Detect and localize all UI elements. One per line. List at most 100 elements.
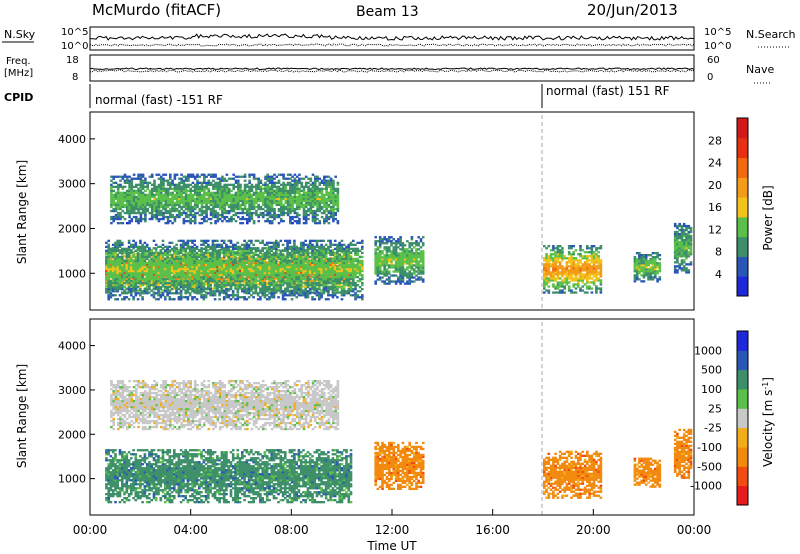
scatter-cell xyxy=(213,269,217,273)
scatter-cell xyxy=(322,253,326,257)
scatter-cell xyxy=(265,253,269,257)
scatter-cell xyxy=(320,253,323,257)
scatter-cell xyxy=(164,211,168,215)
scatter-cell xyxy=(191,189,195,192)
scatter-cell xyxy=(297,282,301,285)
scatter-cell xyxy=(295,290,298,293)
scatter-cell xyxy=(189,207,192,211)
scatter-cell xyxy=(107,261,110,265)
scatter-cell xyxy=(193,199,197,203)
scatter-cell xyxy=(318,275,321,278)
scatter-cell xyxy=(261,265,264,269)
scatter-cell xyxy=(128,220,131,223)
scatter-cell xyxy=(306,294,310,297)
scatter-cell xyxy=(126,203,129,207)
scatter-cell xyxy=(159,278,163,281)
scatter-cell xyxy=(128,205,131,209)
scatter-cell xyxy=(254,269,258,273)
scatter-cell xyxy=(196,205,199,209)
scatter-cell xyxy=(243,298,246,301)
scatter-cell xyxy=(279,291,283,294)
scatter-cell xyxy=(157,203,161,207)
scatter-cell xyxy=(216,261,219,265)
scatter-cell xyxy=(277,267,280,271)
scatter-cell xyxy=(136,273,140,277)
scatter-cell xyxy=(116,191,120,194)
scatter-cell xyxy=(327,286,330,289)
scatter-cell xyxy=(306,255,310,259)
scatter-cell xyxy=(164,187,168,190)
scatter-cell xyxy=(132,271,135,275)
scatter-cell xyxy=(118,276,122,279)
scatter-cell xyxy=(245,282,249,285)
scatter-cell xyxy=(123,263,126,267)
scatter-cell xyxy=(302,285,305,288)
scatter-cell xyxy=(281,296,285,299)
scatter-cell xyxy=(256,280,260,283)
scatter-cell xyxy=(241,290,244,293)
scatter-cell xyxy=(180,191,183,194)
scatter-cell xyxy=(331,267,335,271)
scatter-cell xyxy=(286,243,289,246)
scatter-cell xyxy=(111,263,115,267)
scatter-cell xyxy=(169,203,172,207)
scatter-cell xyxy=(318,286,321,289)
scatter-cell xyxy=(250,239,253,242)
scatter-cell xyxy=(119,179,122,182)
scatter-cell xyxy=(286,253,289,257)
scatter-cell xyxy=(169,181,172,184)
scatter-cell xyxy=(213,282,217,285)
scatter-cell xyxy=(324,267,328,271)
scatter-cell xyxy=(313,263,317,266)
scatter-cell xyxy=(252,265,255,269)
scatter-cell xyxy=(322,245,326,248)
scatter-cell xyxy=(247,286,251,289)
scatter-cell xyxy=(225,282,228,285)
scatter-cell xyxy=(141,290,144,293)
scatter-cell xyxy=(252,292,255,295)
scatter-cell xyxy=(349,271,353,275)
scatter-cell xyxy=(340,251,344,254)
scatter-cell xyxy=(243,273,246,277)
scatter-cell xyxy=(148,251,151,255)
scatter-cell xyxy=(148,249,151,252)
scatter-cell xyxy=(177,298,181,301)
scatter-cell xyxy=(311,263,314,267)
scatter-cell xyxy=(268,292,271,295)
scatter-cell xyxy=(227,259,230,263)
scatter-cell xyxy=(268,269,271,273)
scatter-cell xyxy=(299,243,303,246)
scatter-cell xyxy=(247,257,251,260)
scatter-cell xyxy=(311,245,314,248)
scatter-cell xyxy=(123,193,127,197)
scatter-cell xyxy=(116,187,120,190)
scatter-cell xyxy=(136,247,140,250)
scatter-cell xyxy=(356,296,360,299)
scatter-cell xyxy=(173,205,177,209)
scatter-cell xyxy=(186,251,190,255)
scatter-cell xyxy=(213,259,217,263)
scatter-cell xyxy=(261,292,264,295)
nave-tick-high: 60 xyxy=(707,55,720,66)
scatter-cell xyxy=(128,191,131,194)
scatter-cell xyxy=(114,257,117,261)
scatter-cell xyxy=(193,203,197,207)
scatter-cell xyxy=(302,251,305,255)
scatter-cell xyxy=(180,207,183,211)
scatter-cell xyxy=(268,282,271,285)
nsky-label: N.Sky xyxy=(4,28,36,41)
scatter-cell xyxy=(338,265,341,269)
scatter-cell xyxy=(152,280,156,283)
scatter-cell xyxy=(134,269,138,273)
scatter-cell xyxy=(175,257,178,261)
scatter-cell xyxy=(139,191,143,194)
scatter-cell xyxy=(110,193,113,197)
scatter-cell xyxy=(286,257,289,261)
scatter-cell xyxy=(358,278,362,281)
scatter-cell xyxy=(170,269,174,273)
scatter-cell xyxy=(222,296,226,299)
scatter-cell xyxy=(146,193,149,197)
scatter-cell xyxy=(311,259,314,263)
scatter-cell xyxy=(324,276,328,279)
scatter-cell xyxy=(270,247,273,250)
